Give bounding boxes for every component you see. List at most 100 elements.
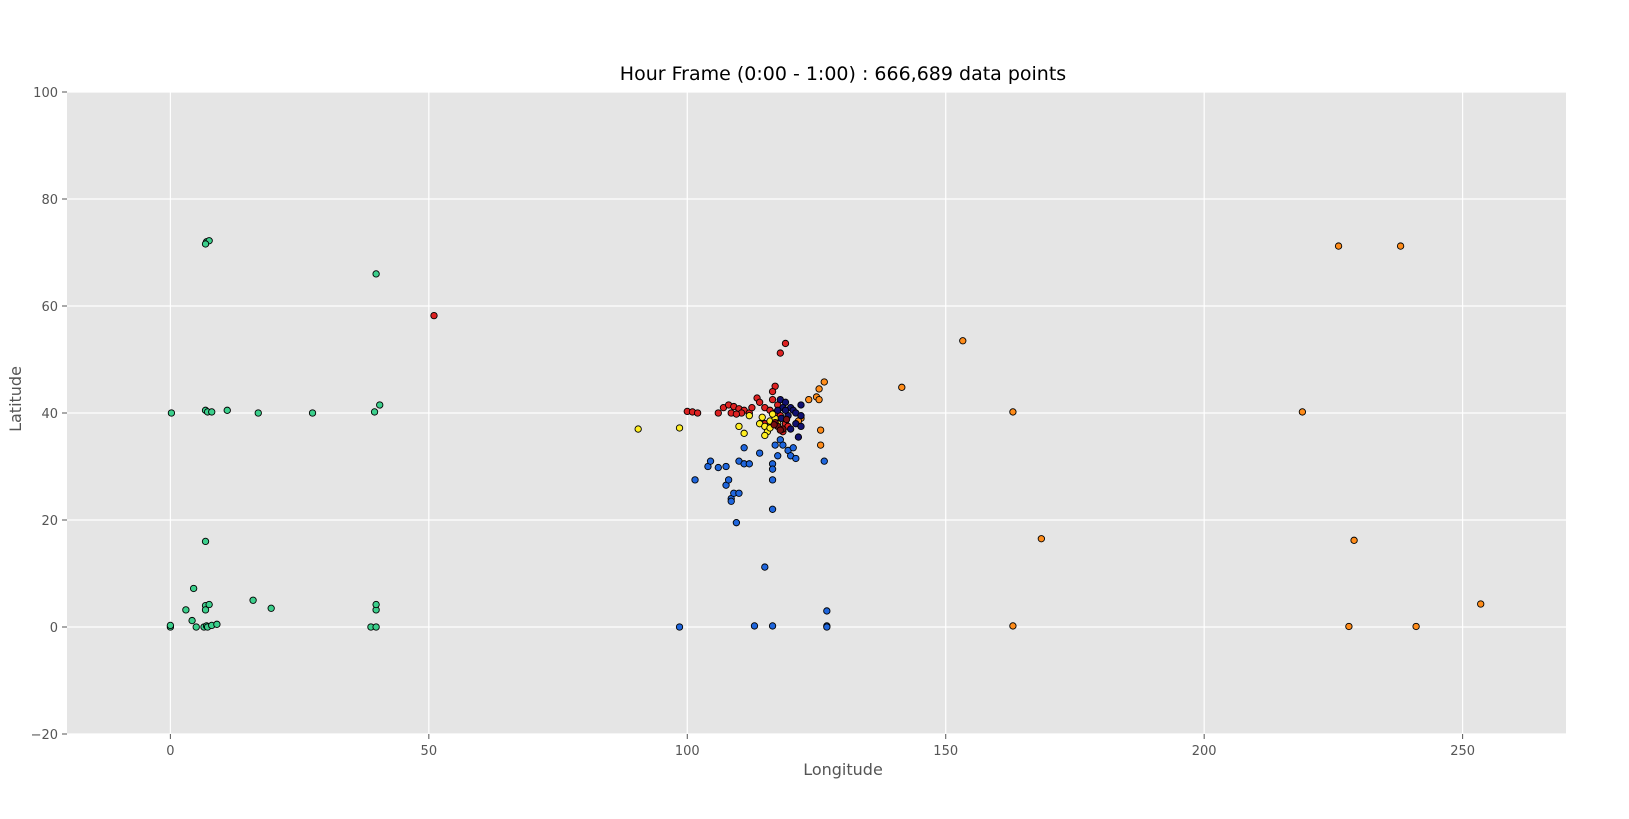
x-tick-label: 100 [675, 744, 700, 759]
data-point [1396, 242, 1405, 250]
data-point [748, 403, 756, 412]
data-point [755, 449, 764, 457]
data-point [727, 497, 735, 505]
data-point [675, 623, 684, 631]
data-point [1009, 408, 1017, 416]
data-point [182, 606, 190, 614]
data-point [213, 620, 221, 628]
data-point [761, 431, 769, 440]
data-point [768, 387, 777, 396]
data-point [782, 415, 791, 424]
data-point [823, 607, 831, 615]
data-point [205, 600, 213, 609]
data-point [959, 337, 967, 345]
data-point [208, 408, 216, 416]
data-point [768, 622, 777, 630]
data-point [768, 476, 777, 484]
axes: 0 50 100 150 200 250 −20 0 20 40 60 80 100 [31, 86, 1475, 759]
data-point [758, 413, 766, 421]
data-point [768, 395, 777, 404]
x-tick-label: 50 [421, 744, 438, 759]
data-point [732, 519, 741, 527]
data-point [693, 409, 702, 417]
data-point [770, 421, 778, 429]
data-point [166, 621, 175, 630]
data-point [740, 444, 748, 452]
data-point [267, 604, 275, 612]
data-point [823, 623, 831, 631]
y-tick-label: 80 [41, 193, 58, 208]
data-point [745, 460, 753, 468]
data-point [223, 406, 231, 414]
data-point [1477, 600, 1485, 608]
y-tick-label: 20 [41, 514, 58, 529]
y-axis-label: Latitude [6, 366, 25, 432]
data-point [192, 623, 200, 631]
data-point [1345, 622, 1353, 631]
y-tick-label: 100 [33, 86, 58, 101]
y-tick-label: 0 [50, 621, 58, 636]
data-point [787, 425, 795, 433]
data-point [740, 429, 748, 437]
data-point [1037, 535, 1046, 543]
data-point [691, 476, 699, 484]
data-point [774, 406, 782, 414]
data-point [768, 410, 777, 418]
chart-title: Hour Frame (0:00 - 1:00) : 666,689 data … [620, 63, 1066, 85]
data-point [1412, 622, 1420, 631]
data-point [820, 457, 828, 465]
data-point [1350, 536, 1358, 544]
data-point [724, 476, 733, 484]
x-tick-label: 200 [1192, 744, 1217, 759]
data-point [898, 383, 906, 391]
data-point [376, 401, 384, 409]
data-point [189, 584, 198, 593]
data-point [201, 537, 210, 546]
data-point [722, 462, 730, 471]
data-point [735, 489, 743, 497]
x-tick-label: 0 [166, 744, 174, 759]
data-point [249, 596, 257, 604]
x-tick-label: 250 [1450, 744, 1475, 759]
data-point [815, 385, 823, 393]
data-point [820, 378, 828, 386]
data-point [188, 616, 196, 625]
data-point [167, 409, 176, 417]
data-point [781, 339, 790, 348]
data-point [792, 454, 800, 463]
data-point [430, 311, 438, 320]
data-point [372, 270, 380, 278]
data-point [735, 422, 743, 431]
data-point [768, 505, 777, 513]
data-point [815, 395, 823, 404]
data-point [372, 600, 380, 609]
data-point [755, 398, 764, 406]
data-point [779, 441, 787, 449]
data-point [714, 409, 722, 417]
data-point [805, 395, 813, 404]
data-point [794, 433, 803, 441]
data-point [771, 441, 779, 449]
data-points [166, 237, 1485, 631]
data-point [254, 409, 262, 417]
data-point [1334, 242, 1343, 250]
data-point [781, 406, 790, 414]
data-point [634, 425, 642, 433]
data-point [768, 465, 777, 473]
data-point [797, 401, 805, 409]
data-point [201, 240, 210, 248]
y-tick-label: 60 [41, 300, 58, 315]
data-point [706, 457, 715, 465]
data-point [1298, 408, 1307, 416]
data-point [816, 441, 825, 449]
data-point [714, 463, 722, 472]
data-point [308, 409, 317, 417]
data-point [201, 606, 210, 614]
data-point [797, 422, 805, 431]
data-point [816, 426, 825, 434]
data-point [776, 426, 784, 434]
y-tick-label: −20 [31, 728, 58, 743]
data-point [750, 622, 759, 630]
